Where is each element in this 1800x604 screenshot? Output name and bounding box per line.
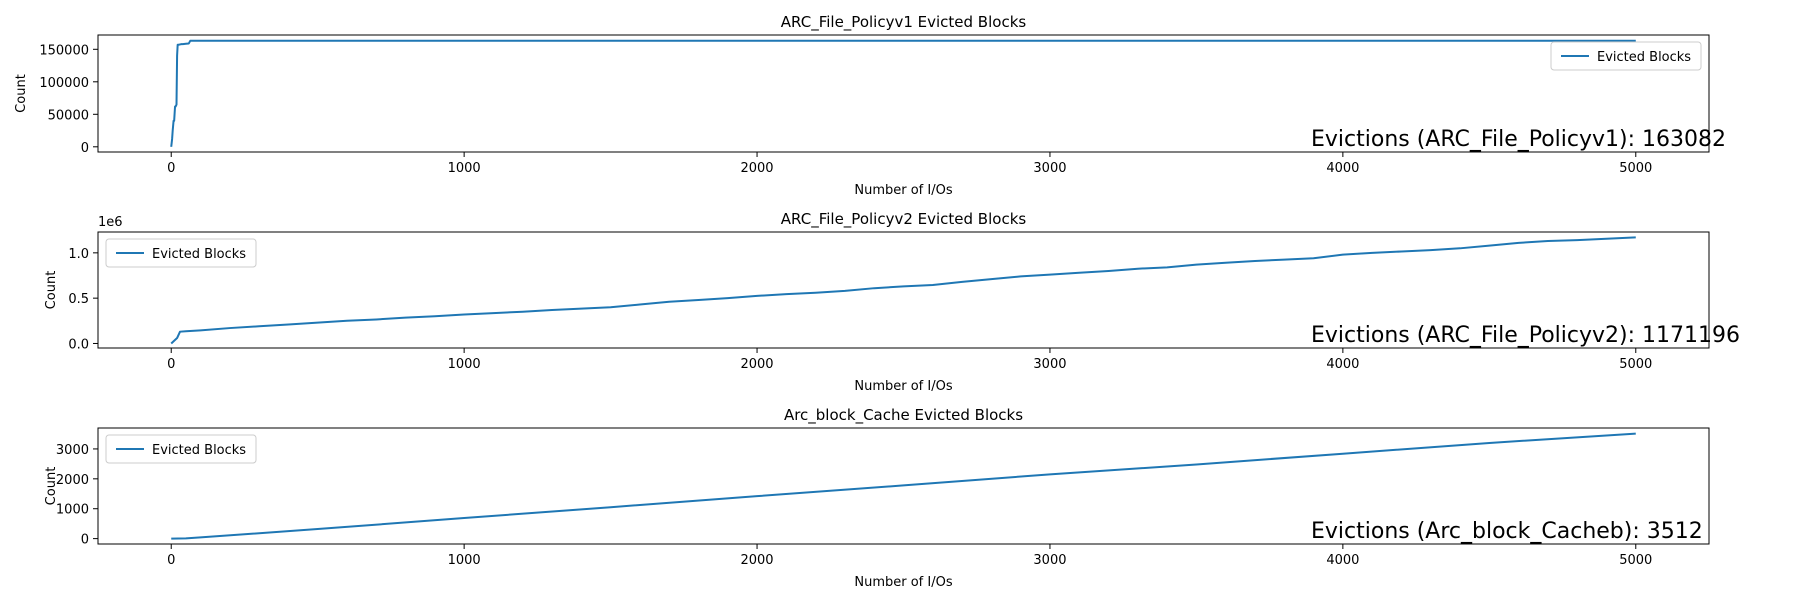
- y-axis-label: Count: [44, 271, 59, 310]
- x-tick-label: 5000: [1619, 357, 1652, 372]
- x-tick-label: 0: [167, 161, 175, 176]
- x-tick-label: 4000: [1326, 553, 1359, 568]
- plot-frame: [97, 427, 1710, 545]
- y-tick-label: 2000: [56, 473, 89, 488]
- y-tick-label: 1000: [56, 503, 89, 518]
- y-tick-label: 0.0: [68, 337, 89, 352]
- x-tick-label: 3000: [1033, 161, 1066, 176]
- x-axis-label: Number of I/Os: [854, 575, 952, 590]
- x-tick-label: 2000: [740, 161, 773, 176]
- x-tick-label: 1000: [448, 553, 481, 568]
- chart-title: Arc_block_Cache Evicted Blocks: [784, 406, 1023, 425]
- y-axis-label: Count: [44, 467, 59, 506]
- legend-box: [1550, 41, 1702, 71]
- x-tick-label: 1000: [448, 357, 481, 372]
- legend: Evicted Blocks: [105, 434, 257, 464]
- chart-title: ARC_File_Policyv1 Evicted Blocks: [781, 13, 1027, 32]
- plot-frame: [97, 231, 1710, 349]
- y-tick-label: 100000: [39, 76, 89, 91]
- x-tick-label: 4000: [1326, 161, 1359, 176]
- y-offset-text: 1e6: [98, 215, 123, 230]
- legend-label: Evicted Blocks: [1597, 50, 1691, 65]
- annotation-text: Evictions (ARC_File_Policyv2): 1171196: [1311, 323, 1740, 348]
- x-axis-label: Number of I/Os: [854, 183, 952, 198]
- legend-box: [105, 434, 257, 464]
- legend-box: [105, 238, 257, 268]
- x-tick-label: 4000: [1326, 357, 1359, 372]
- annotation-text: Evictions (ARC_File_Policyv1): 163082: [1311, 127, 1726, 152]
- x-tick-label: 1000: [448, 161, 481, 176]
- y-tick-label: 0.5: [68, 292, 89, 307]
- legend: Evicted Blocks: [105, 238, 257, 268]
- y-tick-label: 1.0: [68, 247, 89, 262]
- chart-panel-2: ARC_File_Policyv2 Evicted Blocks 0 1000 200…: [44, 210, 1740, 394]
- x-tick-label: 0: [167, 553, 175, 568]
- legend: Evicted Blocks: [1550, 41, 1702, 71]
- x-tick-label: 5000: [1619, 553, 1652, 568]
- x-tick-label: 3000: [1033, 553, 1066, 568]
- legend-label: Evicted Blocks: [152, 443, 246, 458]
- plot-frame: [97, 34, 1710, 153]
- x-tick-label: 0: [167, 357, 175, 372]
- x-axis-label: Number of I/Os: [854, 379, 952, 394]
- y-tick-label: 50000: [48, 108, 89, 123]
- y-tick-label: 0: [81, 141, 89, 156]
- y-tick-label: 150000: [39, 43, 89, 58]
- series-line: [170, 39, 1636, 147]
- series-line: [171, 432, 1636, 540]
- x-tick-label: 3000: [1033, 357, 1066, 372]
- x-tick-label: 5000: [1619, 161, 1652, 176]
- y-tick-label: 3000: [56, 443, 89, 458]
- x-tick-label: 2000: [740, 553, 773, 568]
- chart-panel-1: ARC_File_Policyv1 Evicted Blocks 0 1000 200…: [14, 13, 1726, 198]
- chart-panel-3: Arc_block_Cache Evicted Blocks 0 1000 2000 3…: [44, 406, 1710, 590]
- y-tick-label: 0: [81, 533, 89, 548]
- x-tick-label: 2000: [740, 357, 773, 372]
- y-axis-label: Count: [14, 74, 29, 113]
- chart-title: ARC_File_Policyv2 Evicted Blocks: [781, 210, 1027, 229]
- legend-label: Evicted Blocks: [152, 247, 246, 262]
- annotation-text: Evictions (Arc_block_Cacheb): 3512: [1311, 519, 1703, 544]
- series-line: [170, 236, 1636, 345]
